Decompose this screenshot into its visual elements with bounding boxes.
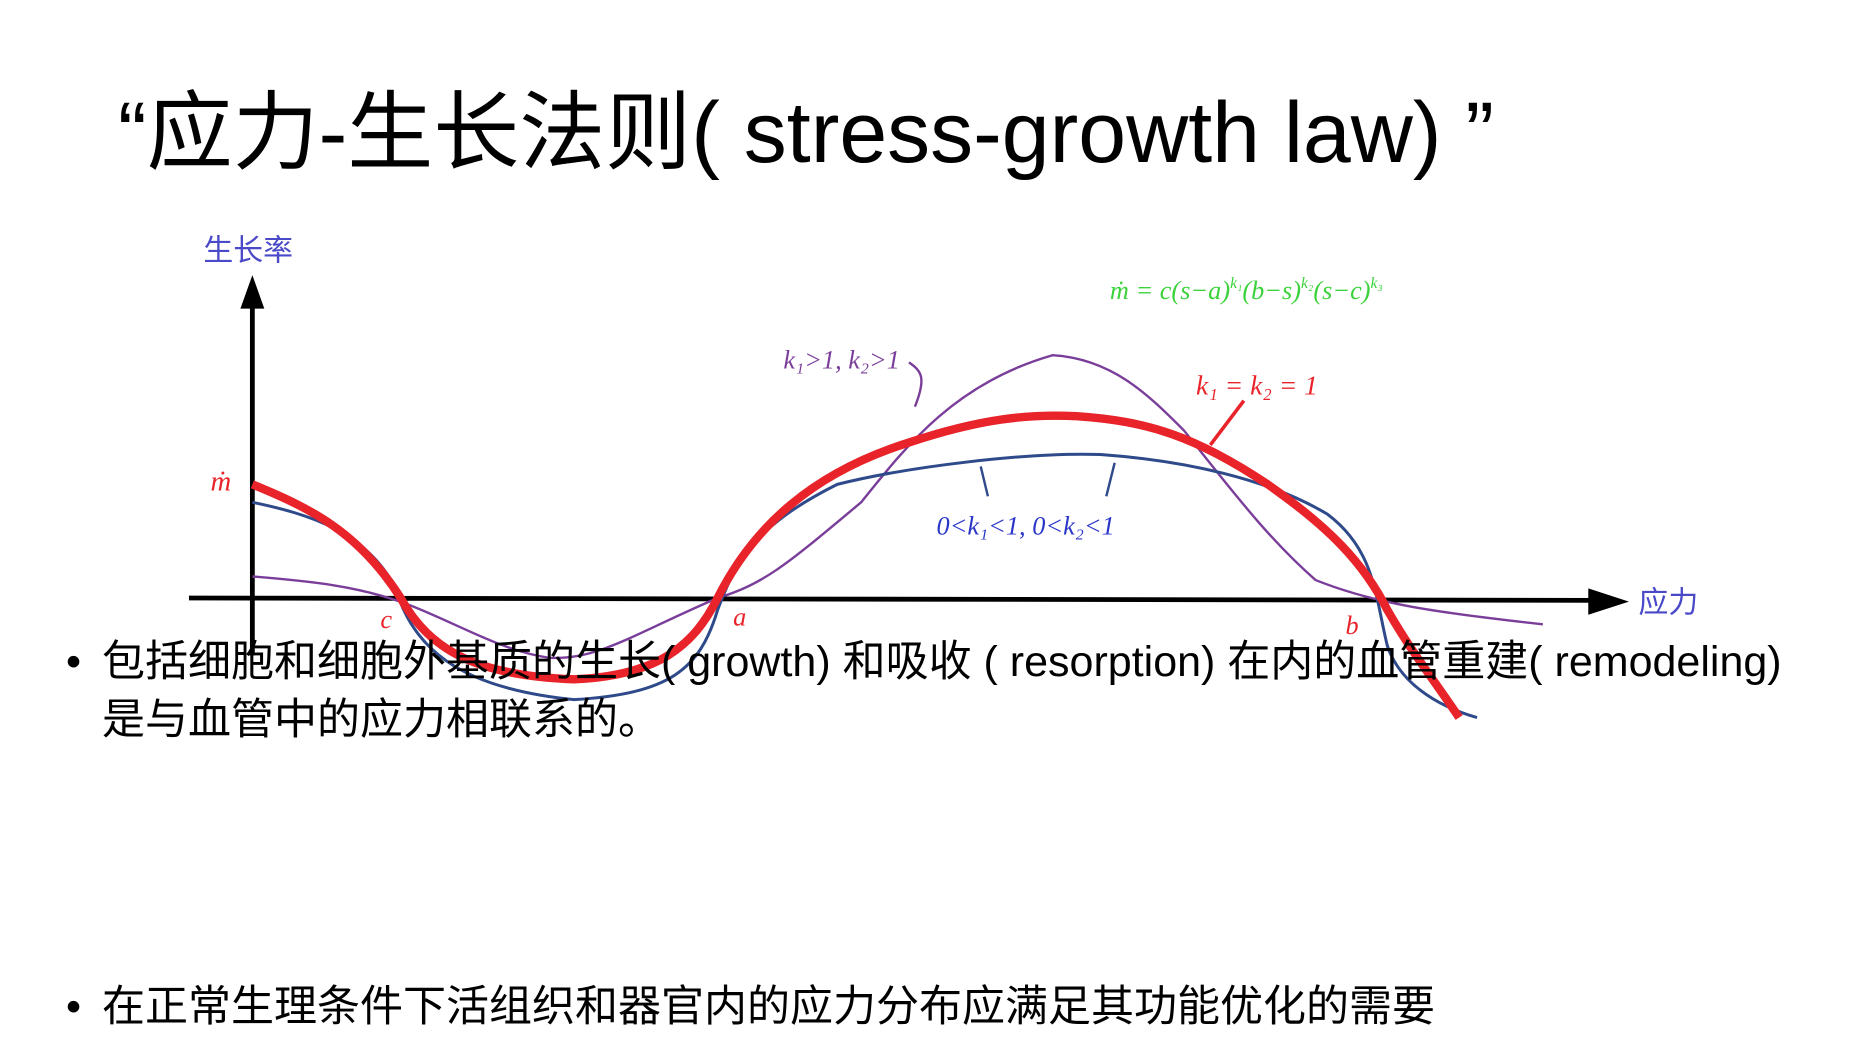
point-label: a <box>733 603 746 632</box>
formula: ṁ = c(s−a)k₁(b−s)k₂(s−c)k₃ <box>1110 275 1383 305</box>
y-axis-label: 生长率 <box>203 235 293 268</box>
bullet-dot: • <box>66 983 82 1031</box>
curve-label: k₁>1, k₂>1 <box>783 345 900 374</box>
bullet-dot: • <box>66 638 82 686</box>
stress-growth-figure: 生长率 应力 ṁ c a b ṁ = c(s−a)k₁(b−s)k₂(s−c)k… <box>188 235 1699 720</box>
y-axis-arrow <box>240 275 265 309</box>
formula-exponent: k₃ <box>1371 275 1383 292</box>
slide-title: “应力-生长法则( stress-growth law) ” <box>118 85 1495 181</box>
pointer <box>1208 399 1246 446</box>
pointer <box>979 466 990 497</box>
formula-part: ṁ = c(s−a) <box>1110 276 1230 305</box>
bullet-text: 在正常生理条件下活组织和器官内的应力分布应满足其功能优化的需要 <box>102 983 1435 1031</box>
pointer <box>1105 462 1116 497</box>
formula-exponent: k₁ <box>1230 275 1242 292</box>
point-label: b <box>1346 611 1359 640</box>
x-axis-label: 应力 <box>1639 586 1699 619</box>
origin-label: ṁ <box>210 465 231 497</box>
bullet-item: • 包括细胞和细胞外基质的生长( growth) 和吸收 ( resorption… <box>66 633 1822 749</box>
formula-part: (s−c) <box>1313 276 1370 305</box>
bullet-item: • 在正常生理条件下活组织和器官内的应力分布应满足其功能优化的需要 <box>66 978 1822 1036</box>
point-label: c <box>380 605 392 634</box>
curve-k-less-1 <box>252 452 1478 720</box>
pointer <box>908 361 923 408</box>
curve-label: 0<k₁<1, 0<k₂<1 <box>936 512 1114 541</box>
curve-k-equal-1 <box>250 411 1463 720</box>
curve-label: k₁ = k₂ = 1 <box>1196 370 1318 401</box>
bullet-text: 包括细胞和细胞外基质的生长( growth) 和吸收 ( resorption)… <box>102 638 1782 744</box>
x-axis <box>188 595 1597 603</box>
x-axis-arrow <box>1588 588 1629 615</box>
curve-k-greater-1 <box>252 354 1543 660</box>
formula-exponent: k₂ <box>1301 275 1314 292</box>
formula-part: (b−s) <box>1242 276 1301 305</box>
